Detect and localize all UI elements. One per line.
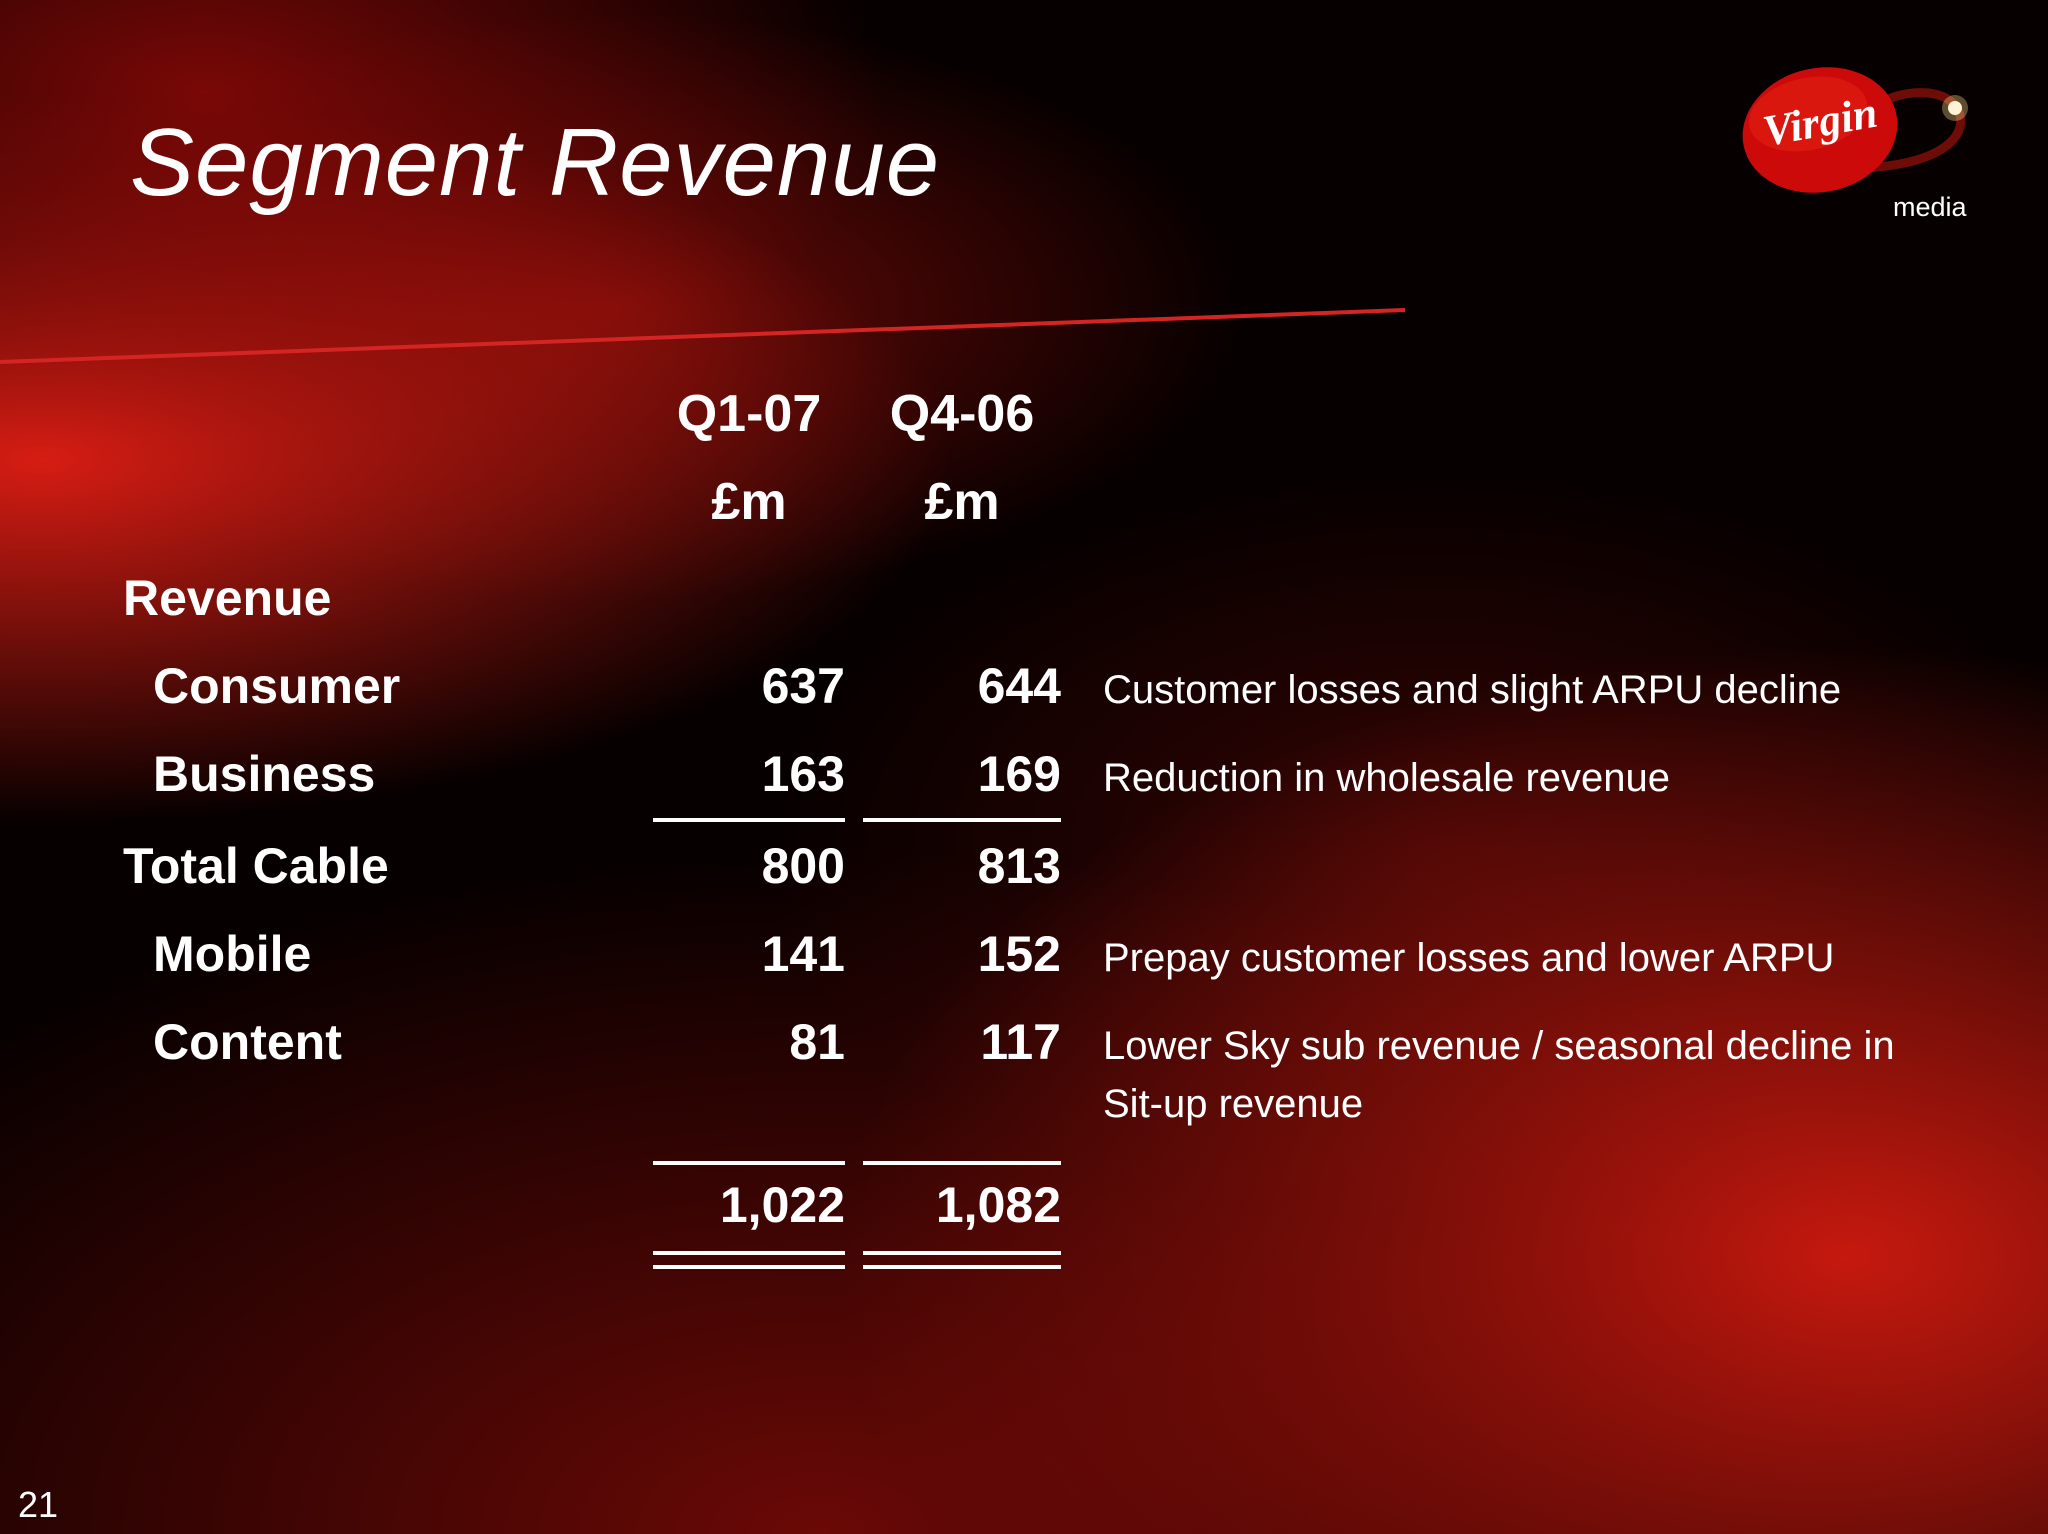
slide-title: Segment Revenue [130,109,941,216]
row-label: Revenue [123,570,332,626]
row-label: Consumer [153,658,401,714]
total-q4: 1,082 [935,1177,1061,1233]
table-header-period-row: Q1-07 Q4-06 [123,370,1983,458]
total-double-rule-q4 [863,1251,1061,1269]
row-label: Total Cable [123,838,389,894]
row-note: Lower Sky sub revenue / seasonal decline… [1103,1024,1895,1126]
row-label: Business [153,746,376,802]
logo-sub-text: media [1893,192,1968,222]
value-q4: 152 [977,926,1061,982]
total-q1: 1,022 [719,1177,845,1233]
value-q4: 813 [977,838,1061,894]
row-label: Mobile [153,926,312,982]
table-header-unit-row: £m £m [123,458,1983,546]
table-row-total-cable: Total Cable 800 813 [123,822,1983,910]
total-top-rule-row [123,1151,1983,1165]
row-note: Reduction in wholesale revenue [1103,756,1671,800]
row-label: Content [153,1014,342,1070]
value-q1: 163 [653,730,845,822]
row-note: Prepay customer losses and lower ARPU [1103,936,1835,980]
value-q1: 637 [761,658,845,714]
value-q1: 81 [789,1014,845,1070]
value-q1: 141 [761,926,845,982]
table-row-revenue-section: Revenue [123,554,1983,642]
segment-revenue-table: Q1-07 Q4-06 £m £m Revenue Consumer 637 6… [123,370,1983,1269]
value-q4: 169 [863,730,1061,822]
table-row-business: Business 163 169 Reduction in wholesale … [123,730,1983,822]
column-header-q1-period: Q1-07 [676,385,822,443]
column-header-q4-period: Q4-06 [889,385,1035,443]
column-header-q1-unit: £m [711,473,787,531]
total-double-rule-q1 [653,1251,845,1269]
total-rule-q1 [653,1161,845,1165]
page-number: 21 [18,1484,59,1525]
value-q4: 644 [977,658,1061,714]
virgin-media-logo: Virgin media [1742,67,1968,222]
divider-line [0,308,1406,364]
table-row-consumer: Consumer 637 644 Customer losses and sli… [123,642,1983,730]
logo-sparkle-icon [1948,101,1962,115]
table-row-total: 1,022 1,082 [123,1165,1983,1245]
value-q4: 117 [980,1014,1061,1070]
table-row-content: Content 81 117 Lower Sky sub revenue / s… [123,998,1983,1133]
value-q1: 800 [761,838,845,894]
table-row-mobile: Mobile 141 152 Prepay customer losses an… [123,910,1983,998]
total-double-rule-row [123,1245,1983,1269]
total-rule-q4 [863,1161,1061,1165]
row-note: Customer losses and slight ARPU decline [1103,668,1842,712]
column-header-q4-unit: £m [924,473,1000,531]
